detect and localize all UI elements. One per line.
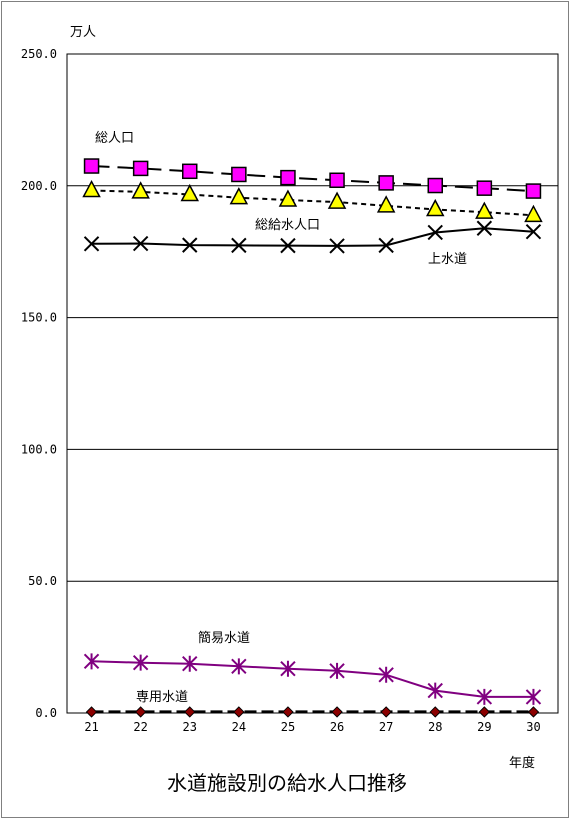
data-point: [476, 688, 493, 705]
data-point: [525, 688, 542, 705]
data-point: [478, 706, 491, 718]
data-point: [184, 706, 196, 718]
series-2: [83, 220, 542, 254]
y-tick-label: 50.0: [28, 574, 57, 588]
data-point: [83, 653, 100, 670]
data-point: [331, 706, 343, 718]
data-point: [82, 179, 101, 198]
data-point: [429, 706, 441, 718]
data-point: [180, 183, 199, 202]
series-label-private-waterworks: 専用水道: [136, 690, 188, 705]
data-point: [182, 237, 198, 253]
chart-title: 水道施設別の給水人口推移: [167, 771, 407, 795]
y-tick-label: 250.0: [21, 47, 57, 61]
series-line: [91, 227, 534, 247]
data-point: [427, 682, 443, 699]
plot-area: [66, 53, 559, 714]
x-tick-label: 24: [232, 720, 246, 734]
data-point: [329, 238, 345, 254]
x-tick-label: 27: [379, 720, 393, 734]
data-point: [278, 189, 298, 207]
data-point: [231, 658, 247, 675]
x-tick-label: 29: [477, 720, 491, 734]
x-tick-labels: 21 22 23 24 25 26 27 28 29 30: [84, 720, 540, 734]
data-point: [376, 195, 396, 213]
x-tick-label: 25: [281, 720, 295, 734]
x-tick-label: 23: [183, 720, 197, 734]
x-tick-label: 22: [133, 720, 147, 734]
data-point: [231, 237, 247, 254]
data-point: [476, 180, 493, 196]
data-point: [427, 177, 443, 194]
series-4: [85, 706, 540, 718]
x-tick-label: 21: [84, 720, 98, 734]
series-label-waterworks: 上水道: [428, 252, 467, 267]
y-tick-label: 150.0: [21, 311, 57, 325]
gridlines: [67, 185, 558, 582]
data-point: [525, 183, 542, 199]
series-label-total-population: 総人口: [95, 131, 134, 146]
series-line: [91, 165, 534, 193]
series-3: [83, 653, 542, 705]
data-point: [85, 706, 98, 718]
data-point: [378, 175, 394, 191]
data-point: [380, 706, 392, 718]
series-0: [83, 158, 542, 199]
data-point: [83, 158, 100, 174]
data-point: [475, 201, 494, 219]
y-tick-label: 100.0: [21, 442, 57, 456]
data-point: [280, 660, 296, 677]
data-point: [524, 204, 543, 223]
y-tick-label: 200.0: [21, 179, 57, 193]
data-point: [231, 166, 247, 183]
data-point: [476, 220, 493, 236]
x-tick-label: 28: [428, 720, 442, 734]
data-point: [280, 237, 296, 254]
y-tick-labels: 0.0 50.0 100.0 150.0 200.0 250.0: [21, 47, 57, 720]
data-point: [329, 172, 345, 189]
x-tick-label: 26: [330, 720, 344, 734]
data-point: [329, 662, 345, 679]
data-point: [132, 235, 149, 252]
data-point: [229, 187, 249, 205]
data-point: [131, 181, 150, 199]
series-label-total-supplied: 総給水人口: [255, 218, 320, 233]
data-point: [427, 224, 443, 241]
x-tick-label: 30: [526, 720, 540, 734]
series-line: [91, 660, 534, 698]
series-label-small-waterworks: 簡易水道: [198, 631, 250, 646]
data-point: [378, 666, 394, 683]
data-point: [182, 655, 198, 672]
data-point: [527, 706, 540, 718]
data-point: [182, 163, 198, 180]
x-axis-label: 年度: [509, 755, 535, 771]
y-axis-label: 万人: [70, 25, 96, 40]
data-point: [233, 706, 245, 718]
data-point: [134, 706, 147, 718]
series-1: [82, 179, 543, 223]
data-point: [83, 236, 100, 252]
data-point: [132, 654, 149, 671]
data-point: [525, 223, 542, 240]
data-point: [426, 198, 445, 217]
y-tick-label: 0.0: [35, 706, 57, 720]
series-group: [82, 158, 543, 718]
data-point: [282, 706, 294, 718]
data-point: [327, 191, 347, 209]
data-point: [132, 160, 149, 177]
series-line: [91, 189, 534, 217]
data-point: [280, 169, 296, 186]
data-point: [378, 237, 394, 254]
